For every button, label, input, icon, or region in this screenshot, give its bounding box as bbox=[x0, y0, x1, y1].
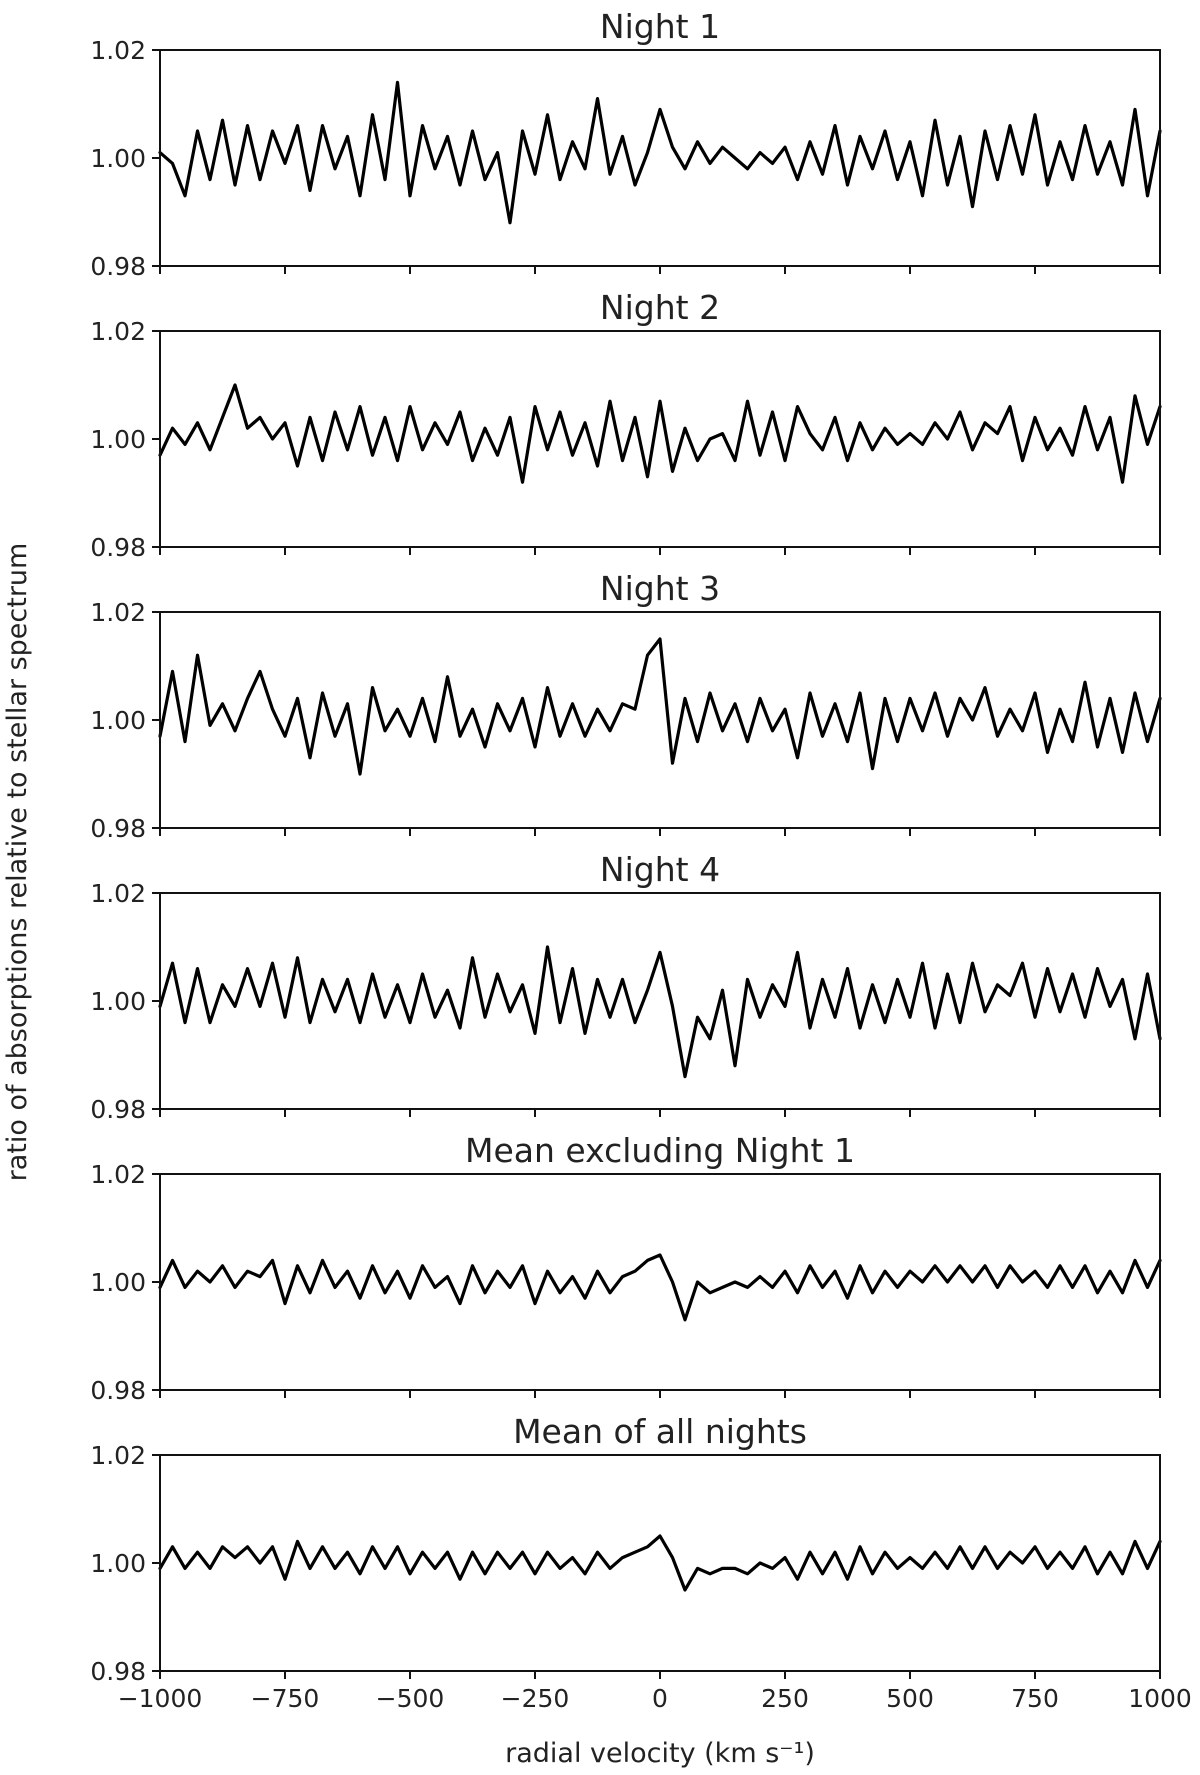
panel-6-y-tick-label: 1.00 bbox=[90, 1549, 146, 1578]
panel-6-frame bbox=[159, 1454, 1161, 1672]
panel-5-title: Mean excluding Night 1 bbox=[465, 1131, 855, 1170]
panel-1-frame bbox=[159, 49, 1161, 267]
panel-4-y-tick-label: 0.98 bbox=[90, 1095, 146, 1124]
panel-5-y-tick-label: 0.98 bbox=[90, 1376, 146, 1405]
panel-4-frame bbox=[159, 892, 1161, 1110]
panel-3-y-tick-label: 1.02 bbox=[90, 598, 146, 627]
panel-6-x-tick-label: 750 bbox=[1011, 1684, 1059, 1713]
panel-6-x-tick-label: 0 bbox=[652, 1684, 668, 1713]
panel-6-y-tick-label: 0.98 bbox=[90, 1657, 146, 1686]
panel-2-y-tick-label: 0.98 bbox=[90, 533, 146, 562]
panel-4-title: Night 4 bbox=[600, 850, 720, 889]
panel-4-y-tick-label: 1.02 bbox=[90, 879, 146, 908]
y-axis-label: ratio of absorptions relative to stellar… bbox=[2, 543, 33, 1182]
x-axis-label: radial velocity (km s⁻¹) bbox=[505, 1738, 815, 1769]
panel-2-y-tick-label: 1.00 bbox=[90, 425, 146, 454]
panel-2-y-tick-label: 1.02 bbox=[90, 317, 146, 346]
panel-4: Night 4 0.98 1.00 1.02 bbox=[90, 850, 1162, 1124]
panel-3: Night 3 0.98 1.00 1.02 bbox=[90, 569, 1162, 843]
panel-6-title: Mean of all nights bbox=[513, 1412, 807, 1451]
panel-6-x-tick-label: 250 bbox=[761, 1684, 809, 1713]
panel-6-x-tick-label: 500 bbox=[886, 1684, 934, 1713]
panel-1-series-line bbox=[158, 80, 1162, 225]
panel-1-y-tick-label: 1.00 bbox=[90, 144, 146, 173]
panel-5-y-tick-label: 1.02 bbox=[90, 1160, 146, 1189]
panel-1-title: Night 1 bbox=[600, 7, 720, 46]
panel-4-y-tick-label: 1.00 bbox=[90, 987, 146, 1016]
panel-1-y-tick-label: 0.98 bbox=[90, 252, 146, 281]
panel-3-y-tick-label: 0.98 bbox=[90, 814, 146, 843]
panel-5-series-line bbox=[158, 1253, 1162, 1322]
panel-3-y-tick-label: 1.00 bbox=[90, 706, 146, 735]
panel-5-frame bbox=[159, 1173, 1161, 1391]
panel-6-x-tick-label: −1000 bbox=[118, 1684, 203, 1713]
panel-6-series-line bbox=[158, 1534, 1162, 1592]
panel-6-x-tick-label: −750 bbox=[251, 1684, 320, 1713]
panel-2-series-line bbox=[158, 383, 1162, 484]
panel-6: Mean of all nights 0.98 1.00 1.02 −1000 −750 −… bbox=[90, 1412, 1191, 1713]
panel-3-series-line bbox=[158, 637, 1162, 776]
panel-6-y-tick-label: 1.02 bbox=[90, 1441, 146, 1470]
panel-1-y-tick-label: 1.02 bbox=[90, 36, 146, 65]
panel-5: Mean excluding Night 1 0.98 1.00 1.02 bbox=[90, 1131, 1162, 1405]
panel-6-x-tick-label: −250 bbox=[501, 1684, 570, 1713]
panel-6-x-tick-label: 1000 bbox=[1128, 1684, 1192, 1713]
panel-3-title: Night 3 bbox=[600, 569, 720, 608]
panel-5-y-tick-label: 1.00 bbox=[90, 1268, 146, 1297]
panel-2: Night 2 0.98 1.00 1.02 bbox=[90, 288, 1162, 562]
panel-4-series-line bbox=[158, 945, 1162, 1079]
panel-1: Night 1 0.98 1.00 1.02 bbox=[90, 7, 1162, 281]
panel-6-x-tick-label: −500 bbox=[376, 1684, 445, 1713]
panel-2-frame bbox=[159, 330, 1161, 548]
panel-2-title: Night 2 bbox=[600, 288, 720, 327]
